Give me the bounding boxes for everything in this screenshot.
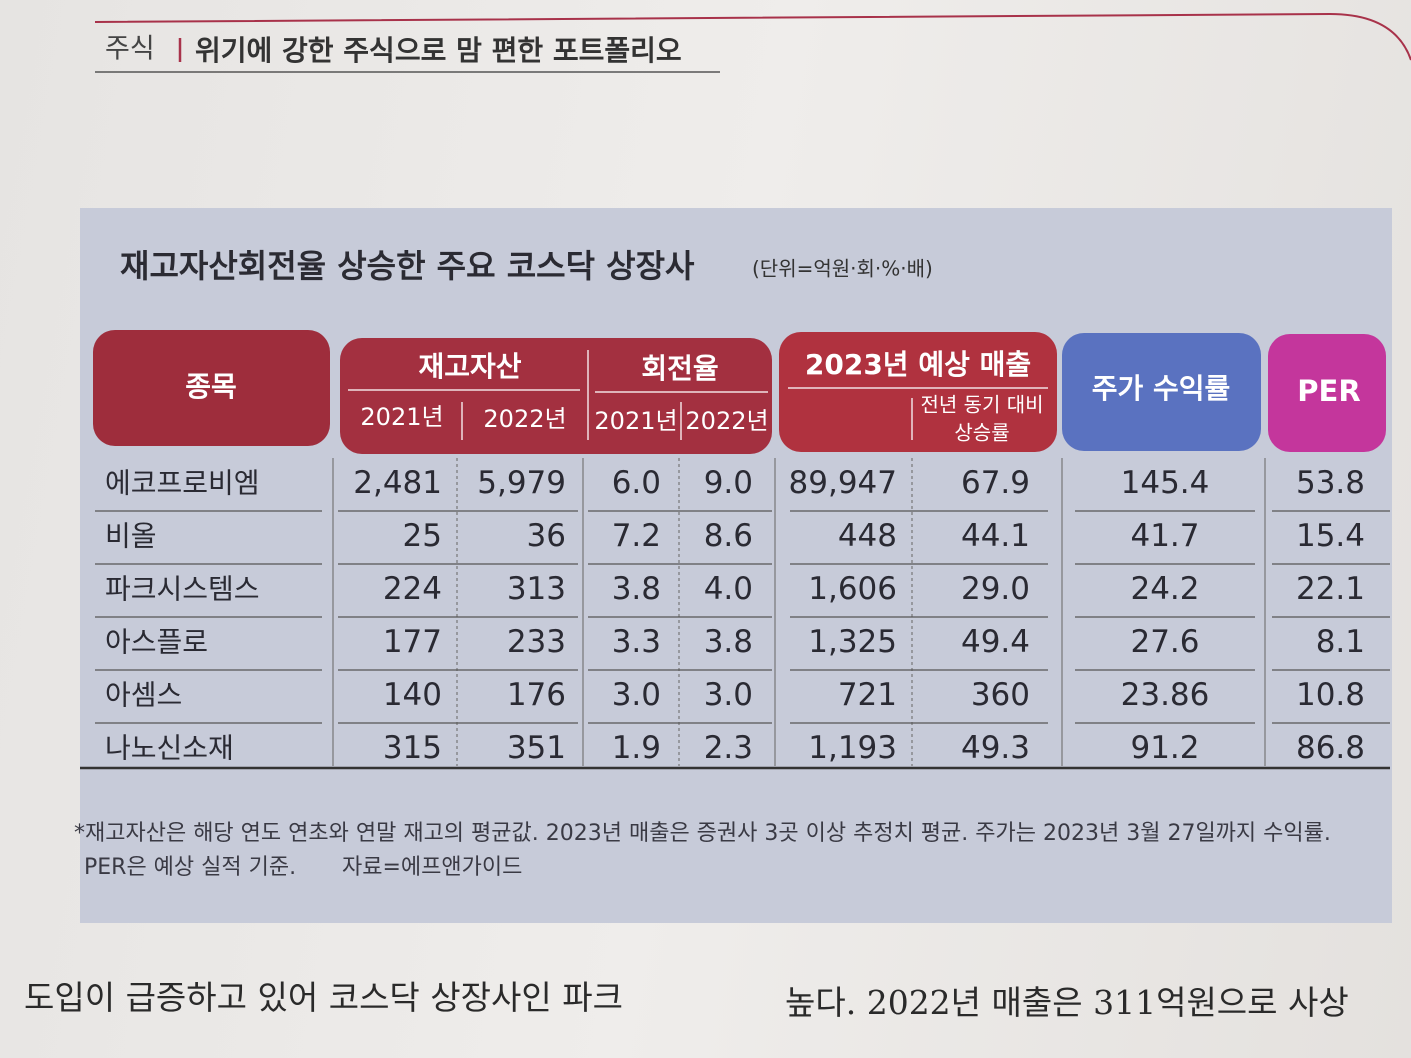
cell-value: 721	[838, 677, 897, 713]
sub-header: 2022년	[483, 405, 566, 433]
column-header: 종목	[185, 370, 237, 403]
sub-header: 2022년	[685, 407, 768, 435]
cell-value: 233	[507, 624, 566, 660]
cell-value: 3.8	[704, 624, 753, 660]
cell-value: 145.4	[1121, 465, 1210, 501]
cell-value: 49.3	[961, 730, 1030, 766]
cell-value: 176	[507, 677, 566, 713]
cell-value: 25	[403, 518, 442, 554]
cell-value: 224	[383, 571, 442, 607]
cell-value: 5,979	[477, 465, 566, 501]
cell-value: 140	[383, 677, 442, 713]
cell-value: 89,947	[789, 465, 897, 501]
cell-value: 41.7	[1130, 518, 1199, 554]
table-panel	[80, 208, 1392, 923]
cell-value: 2.3	[704, 730, 753, 766]
table-unit: (단위=억원·회·%·배)	[752, 257, 933, 281]
sub-header: 상승률	[954, 421, 1009, 445]
cell-value: 8.6	[704, 518, 753, 554]
section: 주식	[105, 34, 155, 65]
column-header: 회전율	[641, 352, 718, 385]
cell-value: 3.3	[612, 624, 661, 660]
cell-value: 315	[383, 730, 442, 766]
company-name: 아셈스	[105, 679, 182, 712]
company-name: 에코프로비엠	[105, 467, 260, 500]
cell-value: 1,325	[808, 624, 897, 660]
cell-value: 351	[507, 730, 566, 766]
cell-value: 4.0	[704, 571, 753, 607]
company-name: 아스플로	[105, 626, 208, 659]
header-rules	[348, 350, 1048, 440]
footnote: *재고자산은 해당 연도 연초와 연말 재고의 평균값. 2023년 매출은 증…	[74, 821, 1331, 846]
body-text: 도입이 급증하고 있어 코스닥 상장사인 파크	[24, 978, 623, 1017]
column-header: 주가 수익률	[1092, 372, 1231, 405]
cell-value: 86.8	[1296, 730, 1365, 766]
cell-value: 1,606	[808, 571, 897, 607]
cell-value: 9.0	[704, 465, 753, 501]
cell-value: 360	[971, 677, 1030, 713]
cell-value: 1.9	[612, 730, 661, 766]
cell-value: 53.8	[1296, 465, 1365, 501]
cell-value: 7.2	[612, 518, 661, 554]
footnote: PER은 예상 실적 기준.	[84, 855, 296, 880]
cell-value: 24.2	[1130, 571, 1199, 607]
body-text: 높다. 2022년 매출은 311억원으로 사상	[785, 983, 1349, 1022]
header-rule	[94, 12, 1411, 61]
header-cell	[1062, 333, 1261, 451]
cell-value: 177	[383, 624, 442, 660]
cell-value: 313	[507, 571, 566, 607]
column-header: 2023년 예상 매출	[805, 348, 1031, 381]
cell-value: 29.0	[961, 571, 1030, 607]
cell-value: 8.1	[1316, 624, 1365, 660]
header-cell	[1268, 334, 1386, 452]
sub-header: 2021년	[594, 407, 677, 435]
cell-value: 44.1	[961, 518, 1030, 554]
source: 자료=에프앤가이드	[342, 855, 522, 880]
column-header: 재고자산	[418, 350, 521, 383]
company-name: 나노신소재	[105, 732, 234, 765]
cell-value: 22.1	[1296, 571, 1365, 607]
column-header: PER	[1297, 374, 1360, 408]
company-name: 파크시스템스	[105, 573, 260, 606]
table-title: 재고자산회전율 상승한 주요 코스닥 상장사	[120, 247, 695, 285]
header-cell	[93, 330, 330, 446]
cell-value: 2,481	[353, 465, 442, 501]
cell-value: 10.8	[1296, 677, 1365, 713]
cell-value: 448	[838, 518, 897, 554]
cell-value: 3.0	[612, 677, 661, 713]
cell-value: 3.8	[612, 571, 661, 607]
cell-value: 49.4	[961, 624, 1030, 660]
cell-value: 3.0	[704, 677, 753, 713]
cell-value: 23.86	[1121, 677, 1210, 713]
company-name: 비올	[105, 520, 157, 553]
header-cell	[340, 338, 772, 454]
cell-value: 67.9	[961, 465, 1030, 501]
header-title: 위기에 강한 주식으로 맘 편한 포트폴리오	[195, 34, 682, 67]
cell-value: 91.2	[1130, 730, 1199, 766]
cell-value: 36	[527, 518, 566, 554]
cell-value: 27.6	[1130, 624, 1199, 660]
header-cell	[779, 332, 1057, 452]
sub-header: 전년 동기 대비	[920, 393, 1043, 417]
cell-value: 1,193	[808, 730, 897, 766]
cell-value: 15.4	[1296, 518, 1365, 554]
cell-value: 6.0	[612, 465, 661, 501]
sub-header: 2021년	[360, 403, 443, 431]
